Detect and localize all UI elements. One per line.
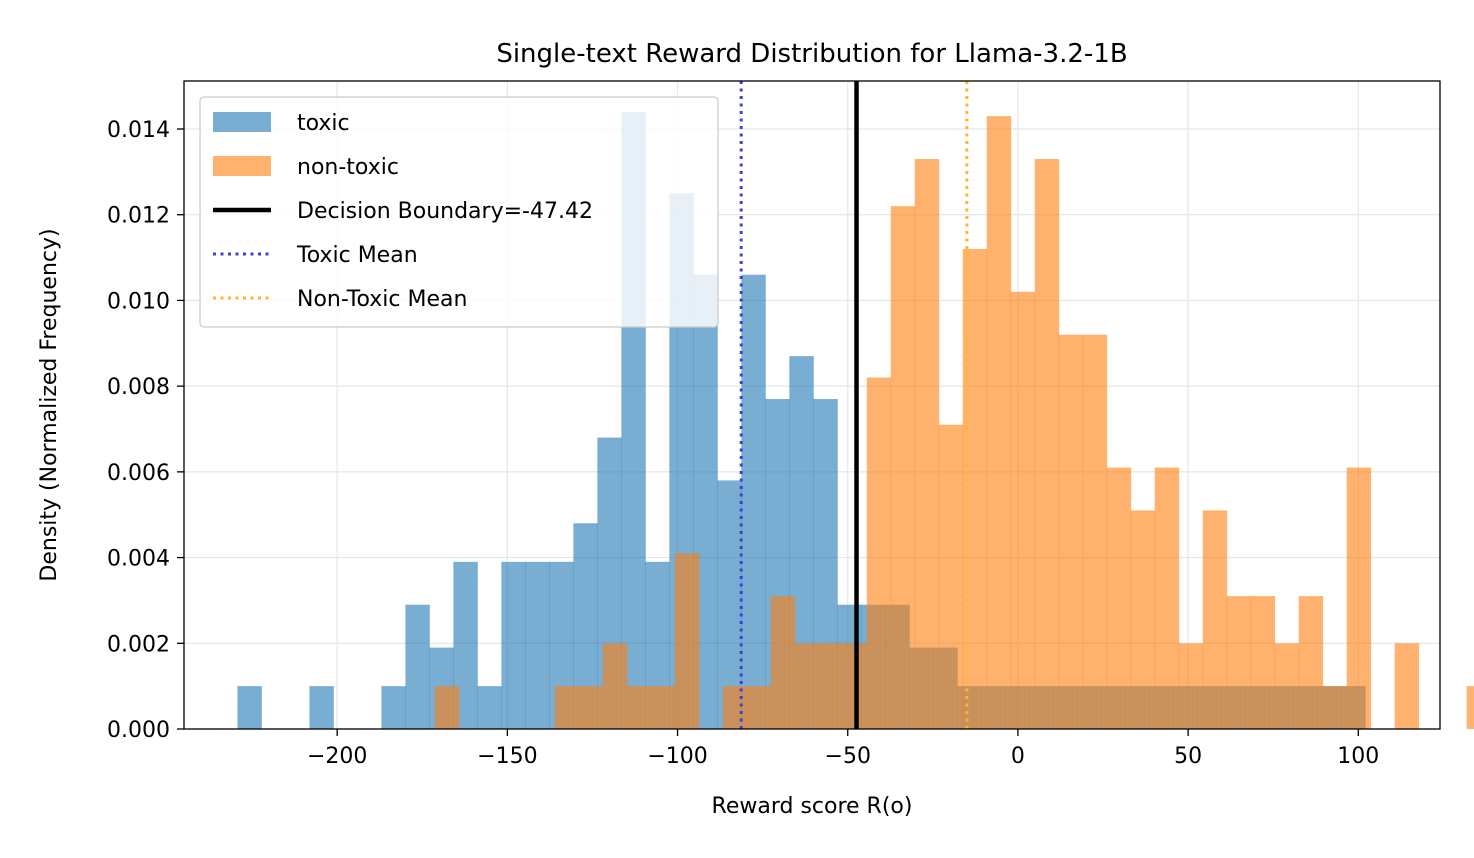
bar-toxic-7	[405, 604, 430, 729]
y-axis-ticks: 0.000 0.002 0.004 0.006 0.008 0.010 0.012 0.014	[107, 118, 184, 743]
legend-swatch-1	[213, 156, 271, 176]
bar-nontoxic-12	[722, 686, 748, 729]
bar-toxic-11	[501, 561, 526, 729]
bar-nontoxic-43	[1466, 686, 1474, 729]
bar-nontoxic-33	[1226, 596, 1252, 729]
bar-nontoxic-6	[578, 686, 604, 729]
bar-nontoxic-24	[1010, 291, 1036, 729]
y-tick-label-1: 0.002	[107, 632, 170, 657]
y-tick-label-0: 0.000	[107, 718, 170, 743]
y-tick-label-5: 0.010	[107, 289, 170, 314]
legend-label-4: Non-Toxic Mean	[297, 287, 467, 312]
bar-nontoxic-14	[770, 596, 796, 729]
x-tick-label-2: −100	[647, 744, 707, 769]
y-tick-label-3: 0.006	[107, 461, 170, 486]
legend-label-0: toxic	[297, 111, 350, 136]
bar-toxic-3	[309, 686, 334, 729]
y-tick-label-7: 0.014	[107, 118, 170, 143]
bar-nontoxic-23	[986, 116, 1012, 729]
legend-label-3: Toxic Mean	[296, 243, 418, 268]
x-tick-label-0: −200	[307, 744, 367, 769]
bar-nontoxic-32	[1202, 510, 1228, 729]
bar-nontoxic-0	[434, 686, 460, 729]
bar-nontoxic-40	[1394, 643, 1420, 729]
x-axis-ticks: −200 −150 −100 −50 0 50 100	[307, 729, 1379, 769]
bar-toxic-12	[525, 561, 550, 729]
plot-frame	[183, 80, 1441, 730]
grid	[184, 81, 1440, 730]
bar-nontoxic-7	[602, 643, 628, 729]
x-tick-label-4: 0	[1011, 744, 1025, 769]
bar-nontoxic-25	[1034, 159, 1060, 729]
legend-label-2: Decision Boundary=-47.42	[297, 199, 593, 224]
bar-nontoxic-10	[674, 553, 700, 729]
bar-nontoxic-27	[1082, 334, 1108, 729]
bar-toxic-10	[477, 686, 502, 729]
chart-title: Single-text Reward Distribution for Llam…	[496, 39, 1127, 69]
bar-nontoxic-28	[1106, 467, 1132, 729]
bar-nontoxic-31	[1178, 643, 1204, 729]
y-tick-label-6: 0.012	[107, 204, 170, 229]
bar-nontoxic-37	[1322, 686, 1348, 729]
bar-nontoxic-5	[554, 686, 580, 729]
legend: toxic non-toxic Decision Boundary=-47.42 To…	[199, 96, 719, 328]
bar-nontoxic-38	[1346, 467, 1372, 729]
bar-toxic-0	[237, 686, 262, 729]
bar-nontoxic-36	[1298, 596, 1324, 729]
bar-nontoxic-30	[1154, 467, 1180, 729]
bar-nontoxic-8	[626, 686, 652, 729]
bar-nontoxic-21	[938, 424, 964, 729]
bar-nontoxic-29	[1130, 510, 1156, 729]
bar-nontoxic-18	[866, 377, 892, 729]
bar-nontoxic-16	[818, 643, 844, 729]
x-tick-label-6: 100	[1337, 744, 1379, 769]
bar-nontoxic-34	[1250, 596, 1276, 729]
y-tick-label-4: 0.008	[107, 375, 170, 400]
legend-label-1: non-toxic	[297, 155, 399, 180]
x-tick-label-5: 50	[1174, 744, 1202, 769]
x-tick-label-1: −150	[477, 744, 537, 769]
x-tick-label-3: −50	[825, 744, 871, 769]
y-axis-label: Density (Normalized Frequency)	[37, 228, 62, 581]
bar-nontoxic-19	[890, 206, 916, 730]
bar-nontoxic-9	[650, 686, 676, 729]
bar-nontoxic-13	[746, 686, 772, 729]
legend-box	[199, 96, 719, 328]
bars-non-toxic	[434, 116, 1474, 730]
bar-nontoxic-26	[1058, 334, 1084, 729]
bar-nontoxic-20	[914, 159, 940, 729]
bar-nontoxic-35	[1274, 643, 1300, 729]
bar-toxic-6	[381, 686, 406, 729]
reference-lines	[739, 81, 969, 729]
bar-toxic-21	[741, 274, 766, 729]
legend-swatch-0	[213, 112, 271, 132]
x-axis-label: Reward score R(o)	[712, 794, 913, 819]
y-tick-label-2: 0.004	[107, 547, 170, 572]
bar-nontoxic-15	[794, 643, 820, 729]
